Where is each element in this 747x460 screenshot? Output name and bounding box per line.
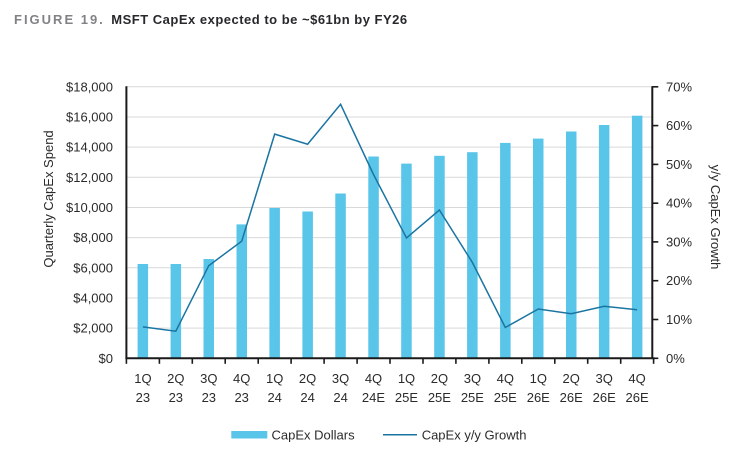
svg-text:4Q: 4Q (365, 371, 382, 386)
svg-text:25E: 25E (395, 390, 418, 405)
svg-text:23: 23 (136, 390, 150, 405)
svg-text:1Q: 1Q (134, 371, 151, 386)
svg-text:$2,000: $2,000 (73, 321, 113, 336)
svg-text:2Q: 2Q (167, 371, 184, 386)
svg-text:26E: 26E (593, 390, 616, 405)
svg-text:y/y CapEx Growth: y/y CapEx Growth (708, 165, 723, 270)
svg-text:$0: $0 (99, 351, 113, 366)
svg-text:$12,000: $12,000 (66, 170, 113, 185)
svg-text:10%: 10% (666, 312, 692, 327)
svg-text:1Q: 1Q (266, 371, 283, 386)
svg-text:24: 24 (267, 390, 281, 405)
svg-text:50%: 50% (666, 157, 692, 172)
svg-text:1Q: 1Q (530, 371, 547, 386)
svg-text:3Q: 3Q (464, 371, 481, 386)
svg-text:25E: 25E (461, 390, 484, 405)
svg-text:25E: 25E (494, 390, 517, 405)
svg-text:3Q: 3Q (596, 371, 613, 386)
svg-text:2Q: 2Q (299, 371, 316, 386)
svg-text:2Q: 2Q (431, 371, 448, 386)
svg-text:20%: 20% (666, 273, 692, 288)
svg-text:70%: 70% (666, 79, 692, 94)
svg-text:$16,000: $16,000 (66, 110, 113, 125)
svg-text:$18,000: $18,000 (66, 79, 113, 94)
svg-text:$8,000: $8,000 (73, 230, 113, 245)
svg-text:$10,000: $10,000 (66, 200, 113, 215)
svg-text:26E: 26E (527, 390, 550, 405)
svg-text:1Q: 1Q (398, 371, 415, 386)
svg-text:$6,000: $6,000 (73, 260, 113, 275)
svg-text:CapEx Dollars: CapEx Dollars (272, 428, 356, 443)
svg-text:$14,000: $14,000 (66, 140, 113, 155)
svg-text:CapEx y/y Growth: CapEx y/y Growth (422, 428, 527, 443)
svg-text:23: 23 (202, 390, 216, 405)
svg-text:24: 24 (300, 390, 314, 405)
svg-text:0%: 0% (666, 351, 685, 366)
svg-text:23: 23 (234, 390, 248, 405)
svg-text:3Q: 3Q (200, 371, 217, 386)
svg-text:60%: 60% (666, 118, 692, 133)
svg-text:4Q: 4Q (628, 371, 645, 386)
svg-text:Quarterly CapEx Spend: Quarterly CapEx Spend (41, 130, 56, 267)
svg-text:4Q: 4Q (497, 371, 514, 386)
svg-text:3Q: 3Q (332, 371, 349, 386)
svg-text:24E: 24E (362, 390, 385, 405)
svg-text:23: 23 (169, 390, 183, 405)
svg-text:26E: 26E (560, 390, 583, 405)
svg-text:$4,000: $4,000 (73, 291, 113, 306)
svg-text:25E: 25E (428, 390, 451, 405)
svg-text:30%: 30% (666, 234, 692, 249)
svg-text:24: 24 (333, 390, 347, 405)
svg-text:2Q: 2Q (563, 371, 580, 386)
svg-text:40%: 40% (666, 196, 692, 211)
svg-text:4Q: 4Q (233, 371, 250, 386)
svg-text:26E: 26E (626, 390, 649, 405)
